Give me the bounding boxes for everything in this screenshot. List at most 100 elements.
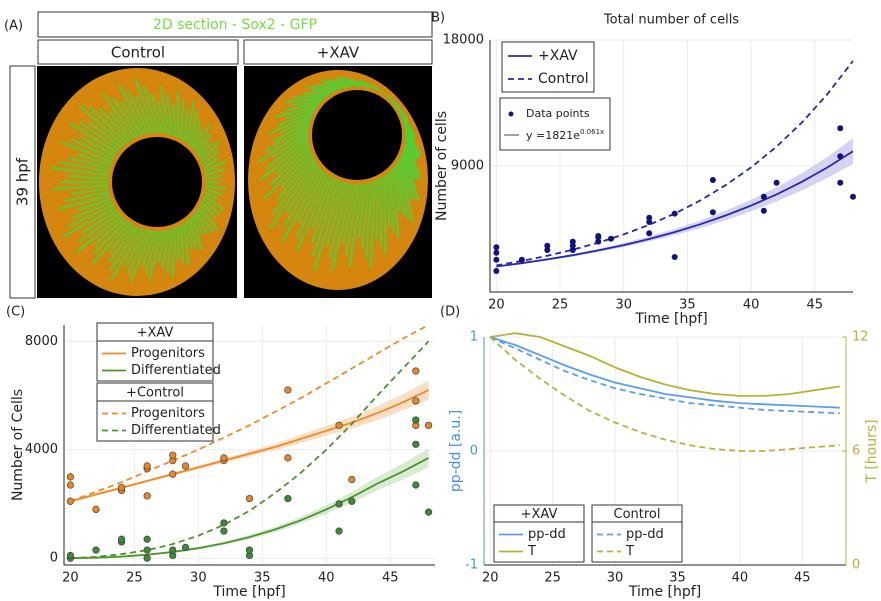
data-point <box>493 257 499 263</box>
data-point <box>221 528 228 535</box>
data-point <box>425 509 432 516</box>
data-point <box>221 455 228 462</box>
legend-swatch <box>509 112 514 117</box>
cell-streak <box>303 94 329 95</box>
data-point <box>118 536 125 543</box>
data-point <box>144 536 151 543</box>
data-point <box>144 547 151 554</box>
x-tick-label: 25 <box>552 298 569 313</box>
data-point <box>493 244 499 250</box>
legend-label: Differentiated <box>131 423 221 438</box>
fit-exponent: 0.061x <box>580 128 604 136</box>
x-tick-label: 45 <box>382 571 399 586</box>
panel-a-title: 2D section - Sox2 - GFP <box>153 17 317 33</box>
cell-streak <box>384 176 385 255</box>
column-label: Control <box>111 44 165 62</box>
legend-label: T <box>625 544 634 559</box>
data-point <box>349 498 356 505</box>
x-tick-label: 20 <box>488 298 505 313</box>
data-point <box>761 208 767 214</box>
data-point <box>425 422 432 429</box>
legend-title: Control <box>614 507 661 522</box>
panel-label: (D) <box>440 305 460 320</box>
data-point <box>413 441 420 448</box>
data-point <box>837 153 843 159</box>
x-tick-label: 30 <box>190 571 207 586</box>
y-tick-label: 8000 <box>25 334 58 349</box>
legend-title: +XAV <box>137 326 174 341</box>
data-point <box>144 463 151 470</box>
cell-streak <box>182 101 184 140</box>
row-label: 39 hpf <box>14 157 32 206</box>
lumen <box>112 137 202 227</box>
legend-box <box>500 98 610 150</box>
column-label: +XAV <box>317 44 360 62</box>
legend-label: T <box>527 544 536 559</box>
data-point <box>413 482 420 489</box>
cell-streak <box>384 94 385 95</box>
data-point <box>93 506 100 513</box>
chart-title: Total number of cells <box>603 13 739 28</box>
data-point <box>493 250 499 256</box>
data-point <box>285 455 292 462</box>
data-point <box>67 552 74 559</box>
data-point <box>595 233 601 239</box>
y-tick-label: 0 <box>50 551 58 566</box>
x-tick-label: 40 <box>743 298 760 313</box>
legend-label: pp-dd <box>626 527 664 542</box>
x-tick-label: 25 <box>544 571 561 586</box>
data-point <box>336 422 343 429</box>
cell-streak <box>294 96 327 97</box>
cell-streak <box>387 96 390 97</box>
data-point <box>118 484 125 491</box>
legend-title: +XAV <box>521 507 558 522</box>
figure: (A) (B) (C) (D) 2D section - Sox2 - GFP … <box>0 0 881 601</box>
cell-streak <box>381 90 382 92</box>
panel-label: (A) <box>4 19 23 34</box>
x-tick-label: 40 <box>318 571 335 586</box>
legend-label: +XAV <box>538 48 578 64</box>
x-axis-label: Time [hpf] <box>212 584 285 600</box>
panel-label: (C) <box>6 305 25 320</box>
data-point <box>608 236 614 242</box>
data-point <box>519 257 525 263</box>
y-tick-label: -1 <box>465 558 478 573</box>
data-point <box>67 482 74 489</box>
x-tick-label: 20 <box>62 571 79 586</box>
data-point <box>570 239 576 245</box>
data-point <box>285 495 292 502</box>
legend-label: Progenitors <box>131 346 205 361</box>
data-point <box>93 547 100 554</box>
data-point <box>67 474 74 481</box>
data-point <box>285 387 292 394</box>
legend-label: Differentiated <box>131 363 221 378</box>
data-point <box>144 493 151 500</box>
data-point <box>182 463 189 470</box>
data-point <box>837 180 843 186</box>
data-point <box>850 194 856 200</box>
y2-tick-label: 12 <box>852 330 869 345</box>
data-point <box>169 471 176 478</box>
y-axis-label: Number of Cells <box>10 389 26 501</box>
x-tick-label: 20 <box>482 571 499 586</box>
data-point <box>672 254 678 260</box>
y-tick-label: 0 <box>470 444 478 459</box>
data-point <box>169 452 176 459</box>
legend-label: Control <box>538 71 589 87</box>
y-tick-label: 1 <box>470 330 478 345</box>
data-point <box>182 544 189 551</box>
data-point <box>246 547 253 554</box>
cell-streak <box>381 177 382 247</box>
legend-label: Data points <box>526 107 590 120</box>
x-axis-label: Time [hpf] <box>628 584 701 600</box>
data-point <box>336 501 343 508</box>
x-tick-label: 30 <box>615 298 632 313</box>
x-tick-label: 25 <box>126 571 143 586</box>
y-tick-label: 18000 <box>443 33 484 48</box>
data-point <box>672 211 678 217</box>
x-tick-label: 45 <box>794 571 811 586</box>
x-tick-label: 45 <box>807 298 824 313</box>
data-point <box>493 268 499 274</box>
data-point <box>169 547 176 554</box>
data-point <box>67 498 74 505</box>
